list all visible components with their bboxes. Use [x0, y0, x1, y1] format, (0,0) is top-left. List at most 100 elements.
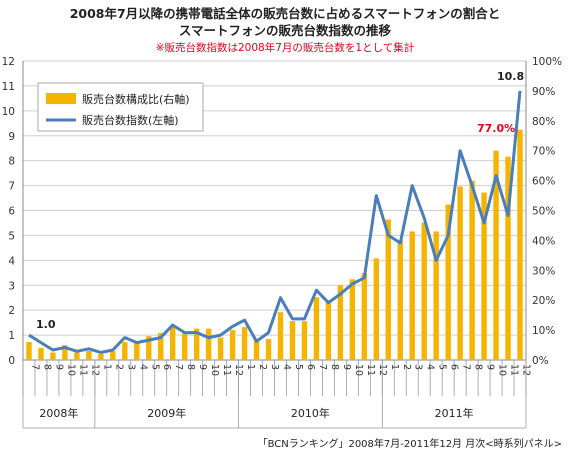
left-tick-label: 1 — [8, 330, 15, 342]
bar — [98, 354, 104, 360]
year-label: 2010年 — [291, 406, 330, 420]
left-tick-label: 10 — [2, 106, 15, 118]
bar — [181, 333, 188, 360]
bar — [409, 231, 415, 360]
bar — [313, 297, 320, 360]
right-tick-label: 40% — [532, 235, 555, 247]
bar — [158, 333, 164, 360]
right-tick-label: 0% — [532, 355, 549, 367]
month-tick-label: 10 — [497, 364, 508, 376]
year-label: 2008年 — [39, 406, 78, 420]
legend-bar-label: 販売台数構成比(右軸) — [82, 92, 190, 106]
bar — [385, 219, 391, 360]
bar — [505, 156, 511, 360]
month-tick-label: 5 — [293, 364, 304, 370]
right-axis: 0% 10% 20% 30% 40% 50% 60% 70% 80% 90% 100% — [532, 56, 562, 367]
month-tick-label: 10 — [353, 364, 364, 376]
bar — [361, 273, 368, 360]
bar — [50, 352, 56, 360]
bar — [146, 336, 152, 360]
right-tick-label: 100% — [532, 56, 562, 68]
left-tick-label: 2 — [8, 305, 15, 317]
month-tick-label: 4 — [281, 364, 292, 370]
chart-title-line2: スマートフォンの販売台数指数の推移 — [179, 23, 392, 38]
left-tick-label: 12 — [2, 56, 15, 68]
legend-bar-swatch — [46, 93, 76, 104]
month-tick-label: 11 — [221, 364, 232, 376]
source-note: 「BCNランキング」2008年7月-2011年12月 月次<時系列パネル> — [258, 437, 562, 450]
bar — [481, 192, 487, 360]
bar — [469, 180, 475, 360]
bar — [325, 300, 332, 360]
left-tick-label: 4 — [8, 255, 15, 267]
bar — [265, 339, 272, 360]
month-tick-label: 8 — [329, 364, 340, 370]
bar — [62, 345, 68, 360]
month-tick-label: 9 — [485, 364, 496, 370]
bar — [373, 258, 379, 360]
line-series — [28, 90, 522, 354]
x-axis-years: 2008年 2009年 2010年 2011年 — [22, 360, 527, 429]
right-tick-label: 70% — [532, 146, 555, 158]
bar — [337, 285, 344, 360]
month-tick-label: 8 — [41, 364, 52, 370]
left-tick-label: 9 — [8, 131, 15, 143]
bar — [86, 351, 92, 360]
bar — [229, 330, 236, 360]
right-tick-label: 90% — [532, 86, 555, 98]
month-tick-label: 3 — [413, 364, 424, 370]
right-tick-label: 10% — [532, 325, 555, 337]
month-tick-label: 6 — [161, 364, 172, 370]
month-tick-label: 9 — [341, 364, 352, 370]
month-tick-label: 7 — [29, 364, 40, 370]
bar — [205, 328, 212, 360]
month-tick-label: 9 — [197, 364, 208, 370]
bar — [170, 327, 176, 360]
right-tick-label: 50% — [532, 206, 555, 218]
bar-series — [26, 129, 523, 360]
bar — [301, 321, 308, 360]
month-tick-label: 10 — [65, 364, 76, 376]
bar — [241, 327, 248, 360]
annotation-first-index: 1.0 — [36, 318, 56, 331]
month-tick-label: 11 — [509, 364, 520, 376]
bar — [38, 348, 44, 360]
month-tick-label: 3 — [125, 364, 136, 370]
annotation-max-index: 10.8 — [497, 70, 524, 83]
bar — [122, 342, 128, 360]
left-tick-label: 6 — [8, 206, 15, 218]
month-tick-label: 1 — [101, 364, 112, 370]
right-tick-label: 30% — [532, 265, 555, 277]
left-tick-label: 5 — [8, 230, 15, 242]
bar — [26, 342, 32, 360]
month-tick-label: 4 — [425, 364, 436, 370]
chart-title-line1: 2008年7月以降の携帯電話全体の販売台数に占めるスマートフォンの割合と — [70, 6, 501, 21]
year-label: 2011年 — [435, 406, 474, 420]
bar — [74, 352, 80, 360]
month-tick-label: 2 — [113, 364, 124, 370]
index-line — [28, 90, 522, 354]
left-tick-label: 7 — [8, 181, 15, 193]
month-tick-label: 11 — [77, 364, 88, 376]
legend: 販売台数構成比(右軸) 販売台数指数(左軸) — [37, 82, 204, 132]
left-tick-label: 11 — [2, 81, 15, 93]
left-tick-label: 8 — [8, 156, 15, 168]
bar — [289, 321, 296, 360]
month-tick-label: 2 — [401, 364, 412, 370]
x-axis-months: 7 8 9 10 11 12 1 2 3 4 5 6 7 8 9 10 11 12 1 2 3 4 5 6 7 8 9 10 11 12 1… — [22, 360, 532, 396]
month-tick-label: 8 — [185, 364, 196, 370]
bar — [445, 204, 451, 360]
month-tick-label: 7 — [461, 364, 472, 370]
month-tick-label: 5 — [437, 364, 448, 370]
bar — [253, 339, 260, 360]
month-tick-label: 3 — [269, 364, 280, 370]
annotation-max-share: 77.0% — [477, 122, 515, 135]
month-tick-label: 10 — [209, 364, 220, 376]
bar — [110, 351, 116, 360]
month-tick-label: 7 — [317, 364, 328, 370]
chart-subtitle: ※販売台数指数は2008年7月の販売台数を1として集計 — [156, 41, 415, 54]
year-label: 2009年 — [147, 406, 186, 420]
month-tick-label: 1 — [245, 364, 256, 370]
right-tick-label: 20% — [532, 295, 555, 307]
